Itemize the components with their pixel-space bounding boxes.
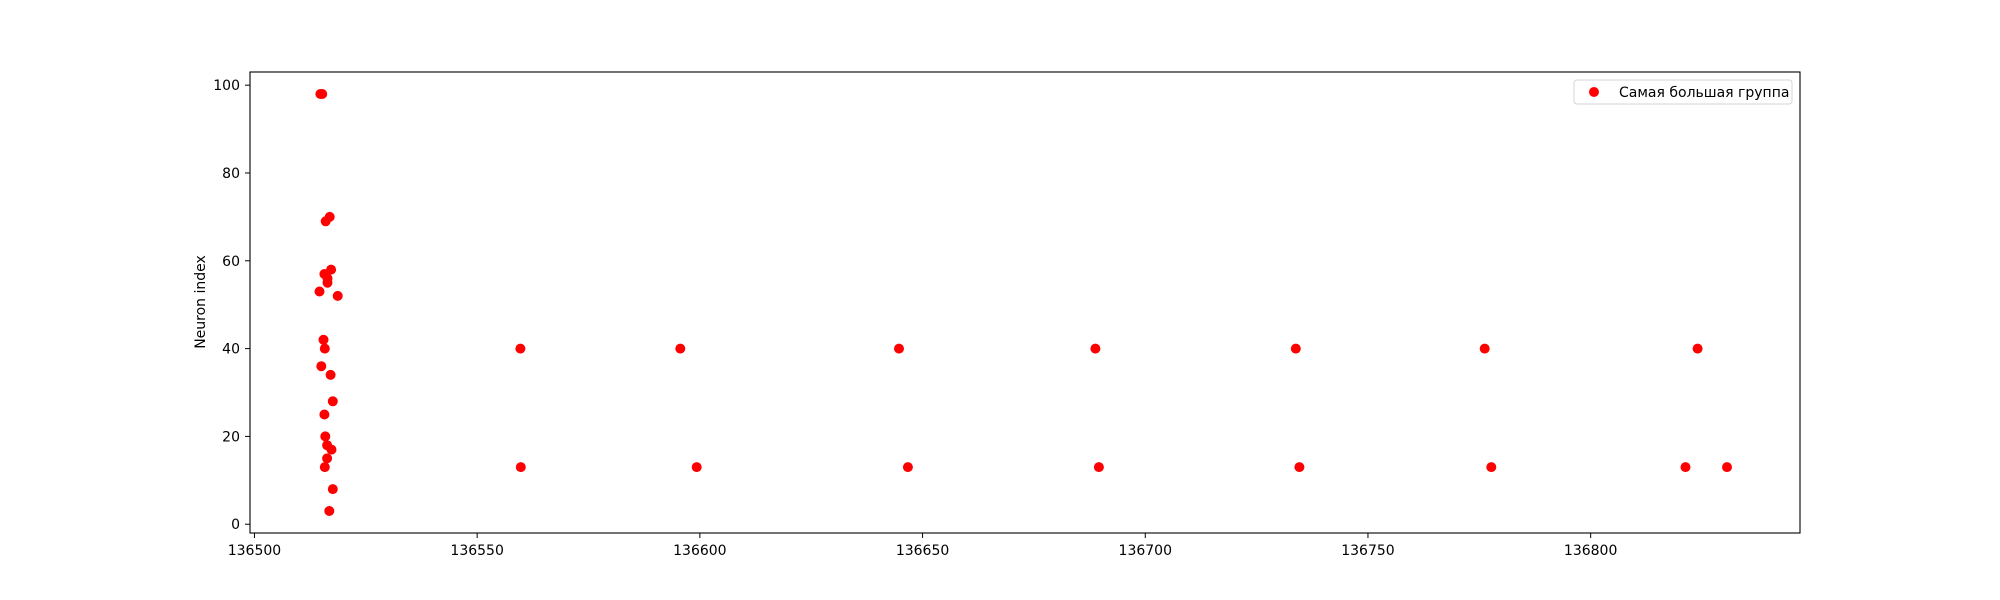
data-point (324, 211, 335, 222)
data-point (675, 343, 686, 354)
data-point (318, 334, 329, 345)
x-tick-label: 136500 (228, 543, 281, 559)
data-point (319, 343, 330, 354)
data-point (1722, 462, 1732, 473)
x-tick-label: 136600 (673, 543, 726, 559)
data-point (1294, 462, 1305, 473)
y-tick-label: 80 (222, 166, 240, 182)
data-point (327, 396, 338, 407)
data-point (314, 286, 325, 297)
x-axis-ticks: 136500 136550 136600 136650 136700 136750 1368… (228, 533, 1617, 559)
plot-frame (249, 71, 1801, 534)
data-point (515, 462, 526, 473)
x-tick-label: 136700 (1119, 543, 1172, 559)
data-point (325, 369, 336, 380)
legend-box (1573, 79, 1793, 105)
data-point (324, 506, 335, 516)
data-points (314, 89, 1732, 516)
data-point (515, 343, 526, 354)
data-point (1692, 343, 1703, 354)
data-point (316, 361, 327, 372)
data-point (1090, 343, 1101, 354)
x-tick-label: 136550 (450, 543, 503, 559)
data-point (1093, 462, 1104, 473)
y-tick-label: 20 (222, 429, 240, 445)
y-axis-ticks: 0 20 40 60 80 100 (213, 78, 250, 533)
x-tick-label: 136800 (1564, 543, 1617, 559)
data-point (1680, 462, 1691, 473)
data-point (327, 484, 338, 495)
data-point (322, 440, 333, 451)
data-point (1479, 343, 1490, 354)
x-tick-label: 136750 (1341, 543, 1394, 559)
data-point (691, 462, 702, 473)
legend-marker (1589, 87, 1599, 97)
y-tick-label: 60 (222, 254, 240, 270)
legend: Самая большая группа (1573, 79, 1793, 105)
data-point (894, 343, 904, 354)
y-tick-label: 100 (213, 78, 240, 94)
data-point (319, 462, 330, 473)
y-axis-label: Neuron index (193, 255, 209, 349)
data-point (320, 431, 331, 442)
data-point (326, 264, 337, 275)
data-point (1290, 343, 1301, 354)
data-point (319, 409, 330, 420)
data-point (1486, 462, 1497, 473)
data-point (322, 453, 333, 464)
data-point (315, 89, 326, 99)
x-tick-label: 136650 (896, 543, 949, 559)
legend-label: Самая большая группа (1619, 85, 1789, 101)
data-point (332, 290, 343, 301)
data-point (902, 462, 913, 473)
y-tick-label: 40 (222, 342, 240, 358)
data-point (322, 277, 333, 288)
y-tick-label: 0 (231, 517, 240, 533)
